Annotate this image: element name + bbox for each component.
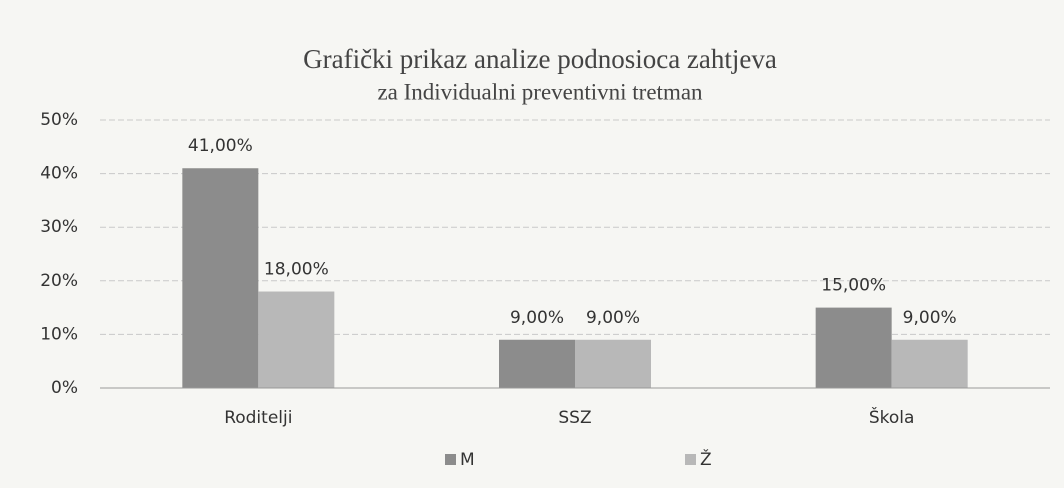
bar — [815, 307, 892, 388]
y-tick-label: 10% — [40, 324, 78, 344]
value-label: 18,00% — [264, 260, 329, 280]
legend-label: M — [460, 450, 475, 470]
legend-swatch — [445, 454, 456, 465]
value-label: 9,00% — [586, 308, 640, 328]
y-tick-label: 20% — [40, 271, 78, 291]
value-label: 9,00% — [510, 308, 564, 328]
y-tick-label: 40% — [40, 164, 78, 184]
chart-subtitle: za Individualni preventivni tretman — [377, 79, 703, 104]
value-label: 15,00% — [821, 276, 886, 296]
y-tick-label: 30% — [40, 217, 78, 237]
legend-swatch — [685, 454, 696, 465]
y-tick-label: 0% — [51, 378, 78, 398]
bar — [499, 339, 575, 388]
x-tick-label: Škola — [869, 406, 915, 428]
chart-title: Grafički prikaz analize podnosioca zahtj… — [303, 44, 777, 74]
value-label: 9,00% — [903, 308, 957, 328]
value-label: 41,00% — [188, 136, 253, 156]
legend-label: Ž — [700, 448, 712, 470]
bar — [258, 291, 335, 388]
bar — [575, 339, 651, 388]
bar — [182, 168, 259, 388]
x-tick-label: Roditelji — [224, 408, 292, 428]
bar — [891, 339, 968, 388]
x-tick-label: SSZ — [558, 408, 591, 428]
y-tick-label: 50% — [40, 110, 78, 130]
